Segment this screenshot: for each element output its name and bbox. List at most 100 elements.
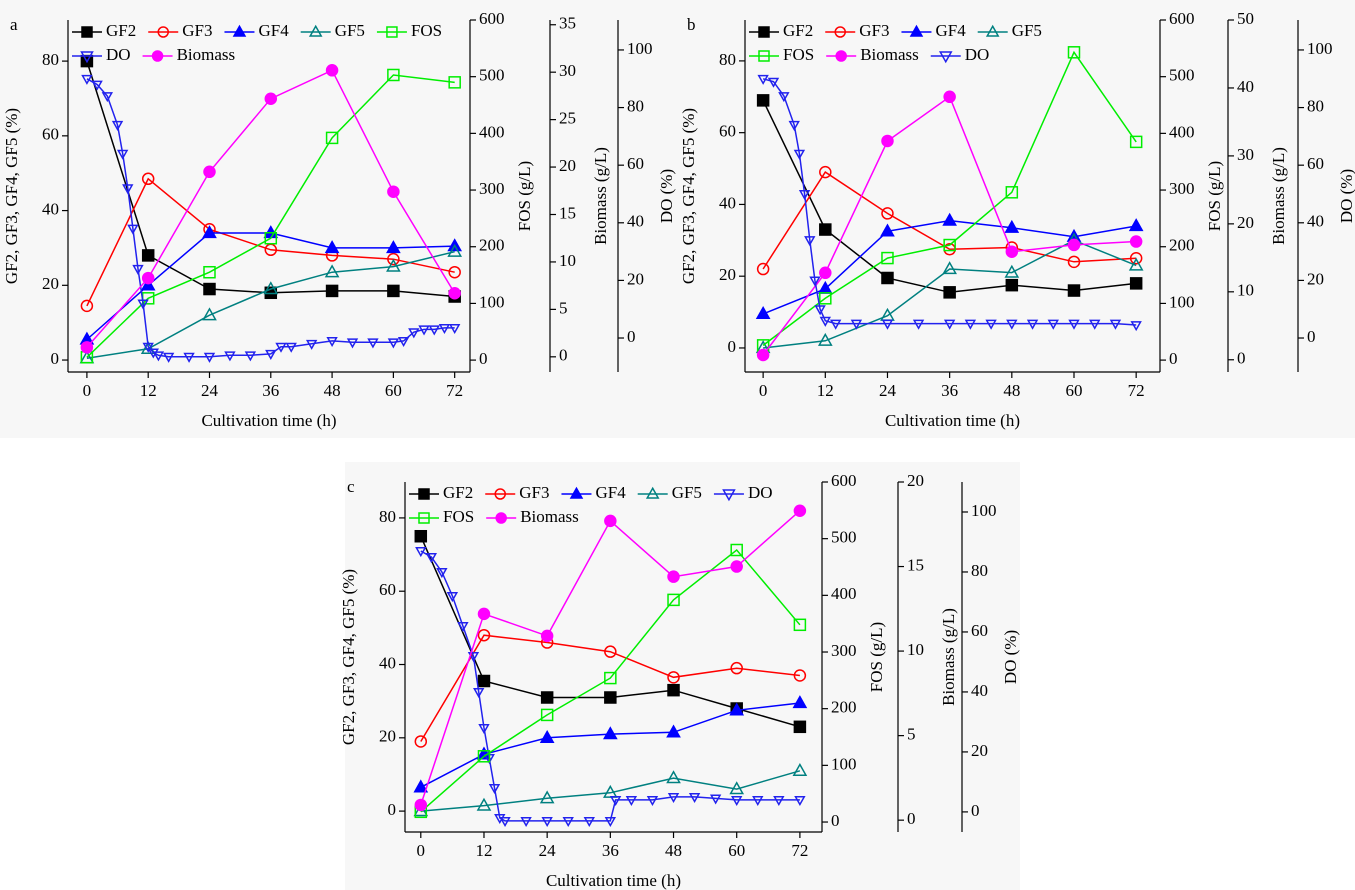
data-point	[1067, 255, 1081, 269]
legend-marker	[418, 512, 430, 524]
data-point	[1047, 319, 1059, 330]
y-tick-label: 100	[1307, 39, 1333, 58]
legend-marker	[157, 26, 169, 38]
data-point	[793, 618, 807, 632]
data-point	[1005, 245, 1019, 258]
data-point	[793, 720, 807, 734]
x-axis-label: Cultivation time (h)	[885, 411, 1020, 430]
y-tick-label: 25	[559, 109, 576, 128]
legend-marker	[758, 50, 770, 62]
data-point	[140, 277, 156, 291]
data-point	[583, 816, 595, 828]
legend-marker	[834, 26, 846, 38]
panel-label: c	[347, 477, 355, 496]
data-point	[1067, 238, 1081, 252]
data-point	[285, 342, 297, 353]
data-point	[730, 661, 743, 675]
data-point	[275, 342, 287, 353]
legend-label: GF4	[258, 21, 289, 40]
y-tick-label: 200	[1169, 236, 1195, 255]
data-point	[814, 305, 826, 316]
legend-marker	[758, 26, 770, 38]
y-tick-label: 0	[831, 811, 840, 830]
data-point	[793, 504, 807, 517]
data-point	[325, 284, 339, 298]
data-point	[541, 816, 553, 828]
y-tick-label: 500	[831, 528, 857, 547]
y-tick-label: 0	[627, 327, 636, 346]
data-point	[387, 338, 400, 349]
y-tick-label: 100	[627, 39, 653, 58]
data-point	[436, 568, 448, 579]
y-tick-label: 600	[479, 9, 505, 28]
y-tick-label: 0	[479, 349, 488, 368]
legend-marker	[80, 51, 94, 64]
data-point	[798, 190, 811, 201]
legend-label: GF4	[935, 21, 966, 40]
data-point	[80, 341, 94, 354]
y-tick-label: 60	[42, 125, 59, 144]
data-point	[1129, 252, 1143, 265]
data-point	[387, 284, 400, 298]
data-point	[819, 316, 831, 327]
data-point	[1089, 319, 1101, 330]
data-point	[147, 348, 159, 359]
data-point	[1004, 264, 1020, 278]
legend-label: Biomass	[177, 45, 236, 64]
x-tick-label: 72	[446, 381, 463, 400]
data-point	[478, 723, 490, 735]
y-tick-label: 0	[971, 801, 980, 820]
data-point	[881, 319, 894, 330]
data-point	[604, 816, 617, 828]
legend-marker	[151, 50, 164, 62]
data-point	[912, 319, 925, 330]
data-point	[773, 795, 785, 807]
legend-label: FOS	[783, 45, 814, 64]
data-point	[447, 243, 463, 257]
series-line	[86, 78, 455, 358]
x-tick-label: 0	[417, 841, 426, 860]
data-point	[499, 816, 511, 828]
data-point	[141, 271, 155, 285]
x-tick-label: 60	[385, 381, 402, 400]
data-point	[428, 325, 440, 336]
data-point	[819, 292, 832, 305]
x-tick-label: 36	[941, 381, 958, 400]
data-point	[604, 671, 617, 685]
data-point	[1005, 278, 1019, 292]
y-axis-label: FOS (g/L)	[1205, 161, 1224, 231]
x-tick-label: 12	[817, 381, 834, 400]
x-tick-label: 24	[201, 381, 219, 400]
y-tick-label: 100	[1169, 292, 1195, 311]
y-tick-label: 20	[379, 727, 396, 746]
data-point	[476, 797, 492, 811]
data-point	[942, 212, 957, 226]
y-tick-label: 300	[479, 179, 505, 198]
data-point	[792, 695, 808, 709]
legend-label: GF5	[1012, 21, 1042, 40]
y-tick-label: 5	[559, 298, 568, 317]
data-point	[667, 683, 680, 697]
data-point	[752, 795, 764, 807]
legend-label: FOS	[443, 507, 474, 526]
data-point	[414, 798, 428, 812]
y-tick-label: 10	[1237, 281, 1254, 300]
y-tick-label: 20	[1237, 213, 1254, 232]
data-point	[203, 265, 216, 279]
y-axis-label: DO (%)	[1001, 630, 1020, 684]
data-point	[473, 687, 485, 699]
data-point	[324, 264, 340, 278]
y-axis-label: GF2, GF3, GF4, GF5 (%)	[679, 108, 698, 284]
x-axis-label: Cultivation time (h)	[546, 871, 681, 890]
x-tick-label: 48	[665, 841, 682, 860]
data-point	[425, 553, 438, 564]
data-point	[539, 790, 555, 804]
y-tick-label: 30	[559, 61, 576, 80]
panel-bg	[680, 0, 1355, 438]
data-point	[829, 319, 842, 330]
y-tick-label: 60	[971, 621, 988, 640]
data-point	[477, 750, 491, 763]
data-point	[141, 249, 155, 262]
y-axis-label: DO (%)	[657, 169, 676, 223]
